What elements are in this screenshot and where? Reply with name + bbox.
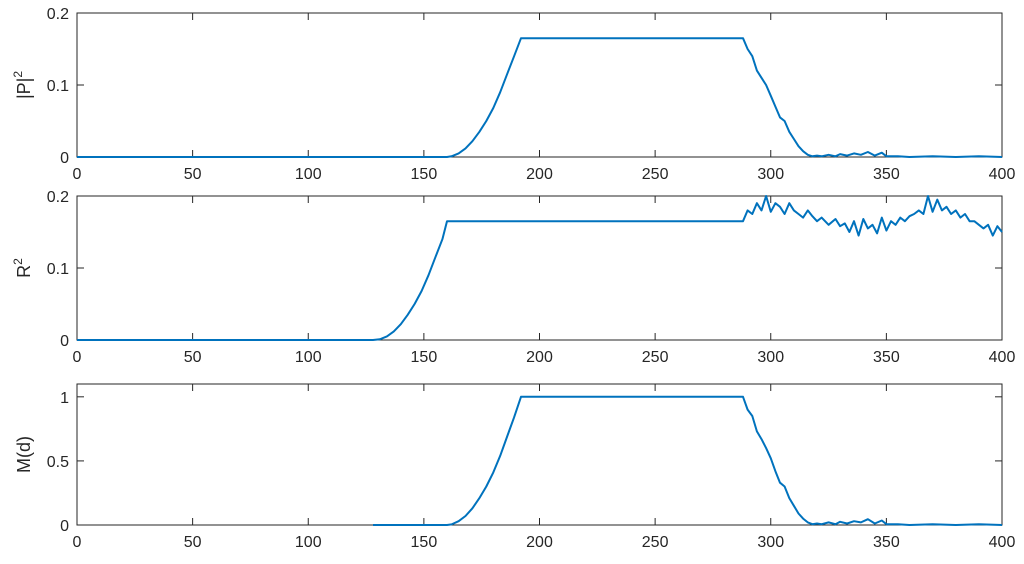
x-tick-label: 400 (989, 534, 1016, 551)
y-tick-label: 0.2 (47, 189, 69, 206)
series-line-1 (77, 37, 1003, 158)
x-tick-label: 300 (757, 166, 784, 183)
x-tick-label: 50 (184, 534, 202, 551)
x-tick-label: 400 (989, 349, 1016, 366)
y-axis-label-base: M(d) (14, 436, 34, 473)
x-tick-label: 150 (411, 534, 438, 551)
x-tick-label: 250 (642, 166, 669, 183)
y-tick-label: 0.2 (47, 6, 69, 23)
x-tick-label: 200 (526, 166, 553, 183)
x-tick-label: 50 (184, 349, 202, 366)
x-tick-label: 200 (526, 534, 553, 551)
y-tick-label: 0 (60, 150, 69, 167)
x-tick-label: 0 (73, 166, 82, 183)
y-tick-label: 0.5 (47, 454, 69, 471)
x-tick-label: 400 (989, 166, 1016, 183)
x-tick-label: 150 (411, 166, 438, 183)
x-tick-label: 0 (73, 349, 82, 366)
x-tick-label: 350 (873, 349, 900, 366)
axes-box (76, 12, 1003, 158)
x-tick-label: 250 (642, 534, 669, 551)
y-tick-label: 0.1 (47, 261, 69, 278)
x-tick-label: 150 (411, 349, 438, 366)
y-axis-label: |P|2 (11, 71, 34, 99)
axes-panel-2: 0 50 100 150 200 250 300 350 400 0 0.1 0.2 R2 (11, 189, 1015, 366)
x-tick-label: 300 (757, 349, 784, 366)
x-tick-label: 50 (184, 166, 202, 183)
axes-box (76, 195, 1003, 341)
y-tick-label: 0.1 (47, 78, 69, 95)
x-tick-label: 100 (295, 349, 322, 366)
axes-panel-1: 0 50 100 150 200 250 300 350 400 0 0.1 0.2 |P|2 (11, 6, 1015, 183)
y-axis-label-base: |P| (14, 78, 34, 99)
x-tick-label: 0 (73, 534, 82, 551)
axes-panel-3: 0 50 100 150 200 250 300 350 400 0 0.5 1 M(d) (14, 383, 1016, 551)
y-axis-label-base: R (14, 265, 34, 278)
x-tick-label: 350 (873, 166, 900, 183)
x-tick-label: 250 (642, 349, 669, 366)
x-tick-label: 200 (526, 349, 553, 366)
y-tick-label: 1 (60, 390, 69, 407)
y-axis-label: M(d) (14, 436, 34, 473)
x-tick-label: 100 (295, 166, 322, 183)
y-axis-label-superscript: 2 (11, 71, 25, 78)
x-tick-label: 350 (873, 534, 900, 551)
series-line-1 (77, 195, 1003, 341)
y-tick-label: 0 (60, 333, 69, 350)
x-tick-label: 100 (295, 534, 322, 551)
y-axis-label: R2 (11, 258, 34, 278)
y-axis-label-superscript: 2 (11, 258, 25, 265)
axes-box (76, 383, 1003, 526)
series-line-1 (373, 395, 1003, 526)
y-tick-label: 0 (60, 518, 69, 535)
x-tick-label: 300 (757, 534, 784, 551)
